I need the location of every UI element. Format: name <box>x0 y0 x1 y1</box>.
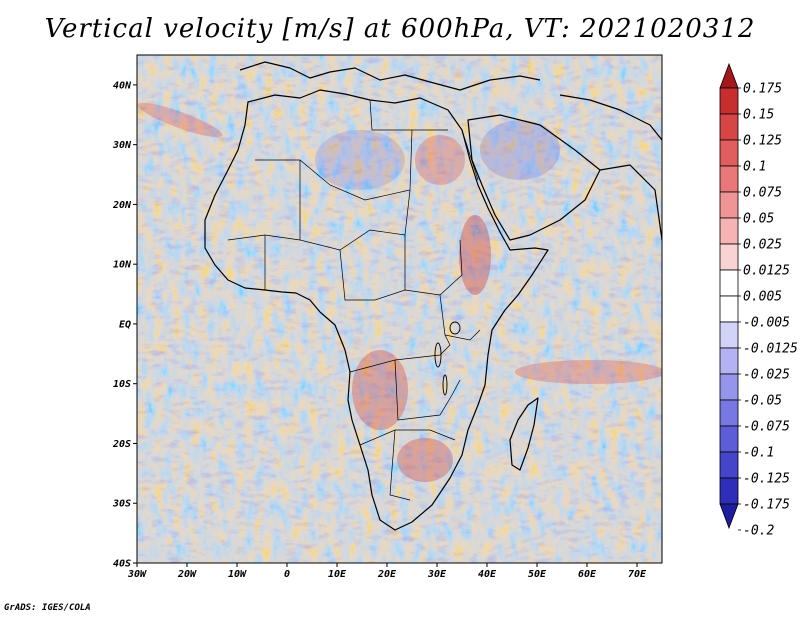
colorbar-swatch <box>719 191 739 219</box>
colorbar-label: -0.0125 <box>743 342 798 357</box>
lat-tick-label: 10S <box>113 379 131 390</box>
colorbar-top-arrow <box>719 62 739 89</box>
lon-tick-label: 30E <box>427 569 447 580</box>
colorbar-label: -0.175 <box>743 498 790 513</box>
madagascar-coastline <box>509 397 539 471</box>
colorbar-swatch <box>719 373 739 401</box>
lon-tick-label: 60E <box>578 569 597 580</box>
colorbar-label: -0.1 <box>743 446 774 461</box>
lat-tick-label: 40S <box>113 559 131 570</box>
colorbar-swatch <box>719 139 739 167</box>
colorbar-label: 0.175 <box>743 82 782 97</box>
lon-tick-label: 40E <box>478 569 497 580</box>
grads-credit: GrADS: IGES/COLA <box>4 603 91 613</box>
colorbar-label: 0.05 <box>743 212 774 227</box>
lat-tick-label: 10N <box>113 260 132 271</box>
colorbar-label: 0.0125 <box>743 264 790 279</box>
descent-region-sahara <box>315 130 405 190</box>
lat-tick-label: 40N <box>113 80 132 91</box>
colorbar-label: 0.15 <box>743 108 774 123</box>
lat-tick-label: 30N <box>112 140 132 151</box>
colorbar-label: -0.2 <box>743 524 774 539</box>
colorbar-label: -0.005 <box>743 316 790 331</box>
map-plot-area <box>136 54 663 564</box>
latitude-axis: 40N 30N 20N 10N EQ 10S 20S 30S 40S <box>112 80 137 570</box>
lon-tick-label: 0 <box>284 569 290 580</box>
colorbar-swatch <box>719 113 739 141</box>
ascent-region-zimbabwe <box>397 438 453 482</box>
colorbar-label: 0.125 <box>743 134 782 149</box>
lat-tick-label: 20N <box>112 200 132 211</box>
country-borders <box>227 99 481 501</box>
colorbar-swatch <box>719 347 739 375</box>
ascent-band-indian-ocean <box>515 360 662 384</box>
velocity-field-streaks <box>137 55 662 563</box>
colorbar-swatch <box>719 399 739 427</box>
lat-tick-label: 30S <box>112 499 131 510</box>
ascent-band-atlantic <box>137 102 223 138</box>
colorbar-label: -0.025 <box>743 368 790 383</box>
lakes <box>434 321 461 396</box>
descent-region-arabia <box>480 120 560 180</box>
lon-tick-label: 10E <box>328 569 347 580</box>
colorbar-swatch <box>719 165 739 193</box>
colorbar-swatch <box>719 217 739 245</box>
plot-frame <box>136 54 663 564</box>
colorbar-swatch <box>719 321 739 349</box>
colorbar-label: 0.005 <box>743 290 782 305</box>
ascent-region-egypt <box>415 135 465 185</box>
colorbar-bottom-arrow <box>719 503 739 530</box>
ascent-region-southern-africa <box>352 350 408 430</box>
lat-tick-label: EQ <box>119 319 131 330</box>
colorbar-swatch <box>719 243 739 271</box>
lon-tick-label: 70E <box>628 569 647 580</box>
colorbar-swatch <box>719 451 739 479</box>
colorbar-label: -0.05 <box>743 394 782 409</box>
colorbar-swatch <box>719 295 739 323</box>
colorbar-swatch <box>719 87 739 115</box>
colorbar-label: 0.025 <box>743 238 782 253</box>
lon-tick-label: 30W <box>127 569 147 580</box>
europe-coastline <box>239 61 541 91</box>
africa-coastline <box>204 89 549 531</box>
colorbar-label: 0.1 <box>743 160 766 175</box>
asia-coastline <box>559 94 662 241</box>
colorbar-swatch <box>719 269 739 297</box>
lon-tick-label: 10W <box>228 569 247 580</box>
lon-tick-label: 20E <box>377 569 397 580</box>
colorbar-swatch <box>719 477 739 505</box>
ascent-region-ethiopia <box>459 215 491 295</box>
coastlines <box>204 61 662 531</box>
arabia-coastline <box>467 114 601 241</box>
colorbar-swatch <box>719 425 739 453</box>
longitude-axis: 30W 20W 10W 0 10E 20E 30E 40E 50E 60E 70E <box>127 563 647 580</box>
lat-tick-label: 20S <box>112 439 131 450</box>
colorbar: 0.175 0.15 0.125 0.1 0.075 0.05 0.025 0.0125 0.0… <box>719 62 798 539</box>
colorbar-label: 0.075 <box>743 186 782 201</box>
map-title: Vertical velocity [m/s] at 600hPa, VT: 2… <box>44 14 756 44</box>
colorbar-label: -0.125 <box>743 472 790 487</box>
lon-tick-label: 20W <box>177 569 197 580</box>
lon-tick-label: 50E <box>528 569 547 580</box>
colorbar-label: -0.075 <box>743 420 790 435</box>
